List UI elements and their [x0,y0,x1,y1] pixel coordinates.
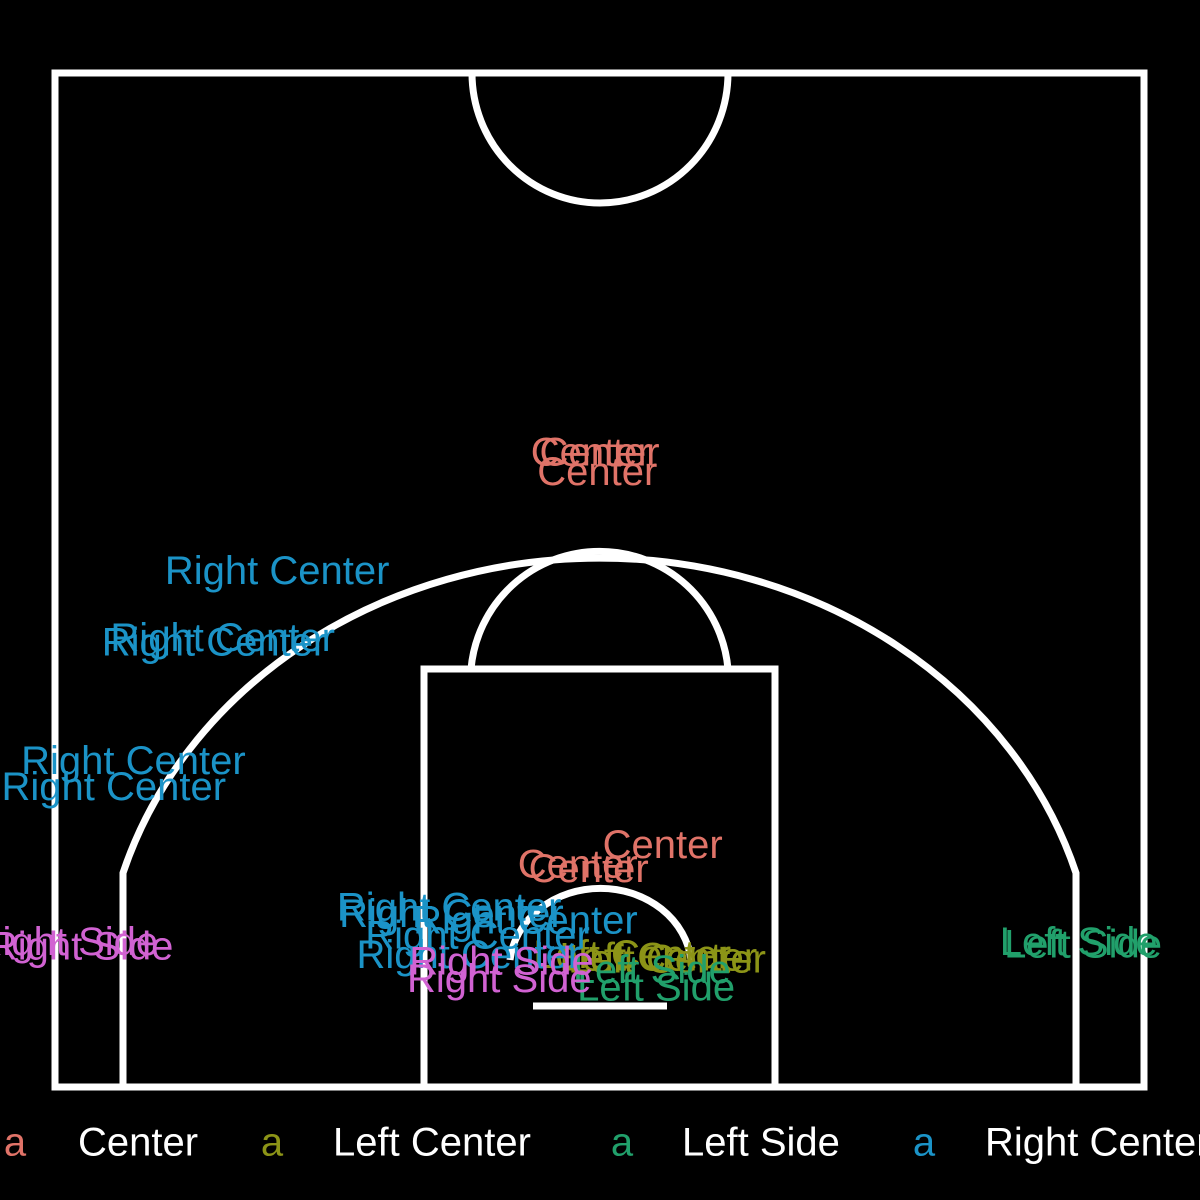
paint [420,665,779,1091]
legend-key-left-center: a [261,1121,284,1165]
shot-label-left-side: Left Side [573,948,731,992]
legend-key-right-center: a [913,1121,936,1165]
court-lines [51,69,1148,1091]
shot-label-right-center: Right Center [110,616,335,660]
legend: a Center a Left Center a Left Side a Right Cent… [4,1121,1200,1165]
shot-label-right-center: Right Center [339,892,564,936]
shot-label-left-center: Left Center [533,933,731,977]
shot-labels: CenterCenterCenterCenterCenterCenterLeft… [0,430,1162,1009]
shot-label-center: Center [531,430,651,474]
shot-label-left-side: Left Side [1004,922,1162,966]
shot-label-center: Center [539,430,659,474]
shot-label-right-side: Right Side [0,920,158,964]
three-point-line [119,554,1080,1087]
shot-label-left-center: Left Center [568,937,766,981]
shot-label-right-center: Right Center [102,620,327,664]
shot-label-center: Center [518,843,638,887]
legend-key-left-side: a [611,1121,634,1165]
shot-label-right-side: Right Side [0,924,173,968]
shot-label-right-side: Right Side [409,940,594,984]
shot-label-center: Center [529,847,649,891]
free-throw-circle [467,547,732,670]
shot-label-right-center: Right Center [357,933,582,977]
legend-label-left-side: Left Side [682,1121,840,1165]
shot-label-left-side: Left Side [577,965,735,1009]
legend-label-right-center: Right Center [985,1121,1200,1165]
legend-label-center: Center [78,1121,198,1165]
shot-label-right-center: Right Center [413,899,638,943]
shot-label-right-center: Right Center [337,886,562,930]
shot-label-left-center: Left Center [559,935,757,979]
shot-label-right-center: Right Center [365,914,590,958]
legend-key-center: a [4,1121,27,1165]
shot-label-right-side: Right Side [407,957,592,1001]
center-circle-arc [468,72,732,207]
legend-label-left-center: Left Center [333,1121,531,1165]
shot-label-right-center: Right Center [2,765,227,809]
shot-label-center: Center [603,823,723,867]
shot-label-right-center: Right Center [165,549,390,593]
shot-label-center: Center [537,450,657,494]
restricted-area-arc [506,884,695,961]
shot-label-left-side: Left Side [1000,920,1158,964]
shot-label-right-center: Right Center [21,739,246,783]
